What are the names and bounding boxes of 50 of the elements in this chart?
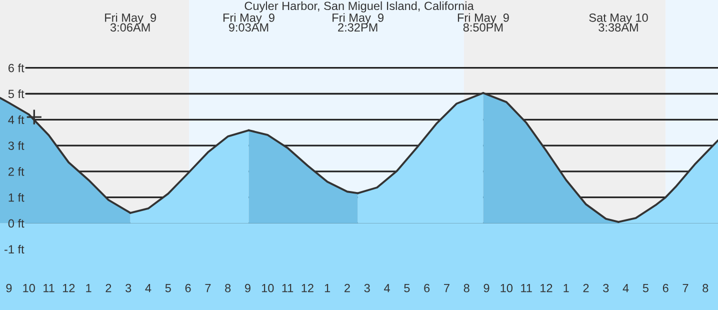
x-tick-label: 3 <box>603 284 609 292</box>
x-tick-label: 7 <box>205 284 211 292</box>
annotation: Fri May 9 3:06AM <box>105 13 156 32</box>
x-tick-label: 12 <box>540 284 552 292</box>
x-tick-label: 8 <box>702 284 708 292</box>
annotation: Sat May 10 3:38AM <box>589 14 648 32</box>
y-tick-label: 0 ft <box>8 218 24 228</box>
x-tick-label: 10 <box>262 284 274 292</box>
annotation: Fri May 9 8:50PM <box>458 13 509 32</box>
y-tick-label: 5 ft <box>8 89 24 98</box>
x-tick-label: 6 <box>185 284 191 292</box>
x-tick-label: 1 <box>324 284 330 292</box>
x-tick-label: 3 <box>126 284 132 292</box>
x-tick-label: 8 <box>225 284 231 292</box>
x-tick-label: 4 <box>145 284 152 292</box>
x-tick-label: 11 <box>282 284 294 292</box>
y-tick-label: 3 ft <box>8 141 24 150</box>
x-tick-label: 7 <box>444 284 450 292</box>
y-tick-label: 6 ft <box>8 64 24 72</box>
x-tick-label: 2 <box>106 284 112 292</box>
y-tick-label: -1 ft <box>4 244 24 254</box>
x-tick-label: 11 <box>44 284 54 292</box>
annotation: Fri May 9 2:32PM <box>332 13 384 32</box>
x-tick-label: 12 <box>62 284 75 292</box>
x-tick-label: 4 <box>622 284 629 292</box>
x-tick-label: 1 <box>564 284 569 292</box>
x-tick-label: 12 <box>302 284 314 292</box>
x-tick-label: 5 <box>404 284 410 292</box>
x-tick-label: 3 <box>364 284 370 292</box>
x-tick-label: 7 <box>682 284 688 292</box>
y-tick-label: 1 ft <box>8 193 24 202</box>
y-tick-label: 2 ft <box>8 167 24 176</box>
x-tick-label: 2 <box>344 284 350 292</box>
x-tick-label: 9 <box>6 284 12 292</box>
x-tick-label: 11 <box>521 284 532 292</box>
x-tick-label: 4 <box>384 284 390 292</box>
x-tick-label: 5 <box>642 284 648 292</box>
chart-title: Cuyler Harbor, San Miguel Island, California <box>244 1 474 12</box>
y-tick-label: 4 ft <box>8 115 24 124</box>
x-tick-label: 10 <box>500 284 513 292</box>
x-tick-label: 8 <box>464 284 470 292</box>
x-tick-label: 9 <box>484 284 490 292</box>
x-tick-label: 1 <box>86 284 92 292</box>
annotation: Fri May 9 9:03AM <box>223 13 274 32</box>
x-tick-label: 2 <box>583 284 589 292</box>
x-tick-label: 5 <box>165 284 171 292</box>
x-tick-label: 10 <box>23 284 35 292</box>
x-tick-label: 6 <box>424 284 430 292</box>
x-tick-label: 6 <box>662 284 668 292</box>
x-tick-label: 9 <box>245 284 250 292</box>
